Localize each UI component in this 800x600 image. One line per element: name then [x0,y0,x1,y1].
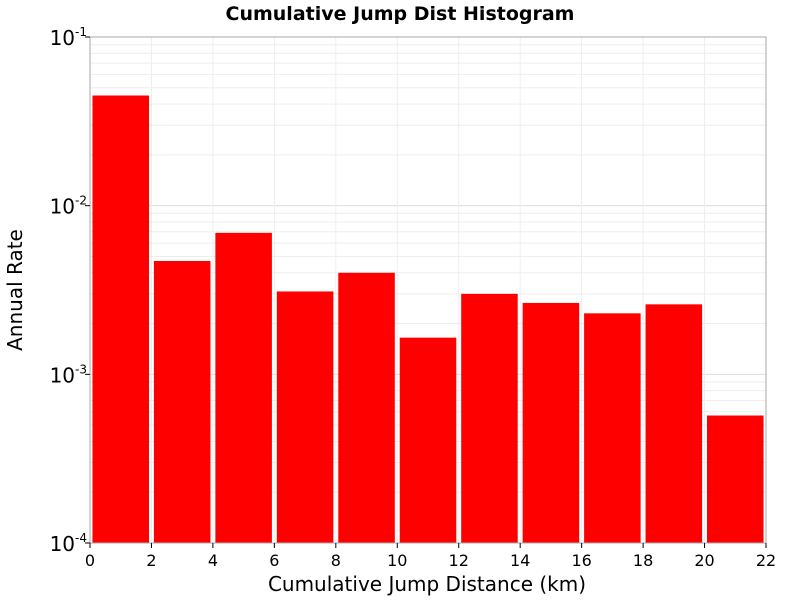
y-tick-label: 10-3 [50,362,87,387]
y-axis-ticks: 10-410-310-210-1 [50,25,90,556]
y-tick-base: 10 [50,363,75,387]
histogram-bar [276,291,334,543]
x-tick-label: 2 [146,551,156,570]
histogram-bar [92,95,149,543]
x-tick-label: 6 [269,551,279,570]
y-tick-label: 10-1 [50,25,87,50]
histogram-bar [645,304,703,543]
histogram-bar [461,293,518,543]
x-tick-label: 20 [694,551,714,570]
x-tick-label: 0 [85,551,95,570]
histogram-bar [399,337,457,543]
x-tick-label: 22 [756,551,776,570]
y-tick-label: 10-4 [50,531,87,556]
histogram-bar [522,302,580,543]
y-tick-base: 10 [50,532,75,556]
histogram-bar [338,272,395,543]
y-tick-exponent: -1 [75,25,87,39]
plot-frame [89,36,767,544]
chart-title: Cumulative Jump Dist Histogram [226,3,575,25]
x-tick-label: 8 [331,551,341,570]
histogram-bar [584,313,641,543]
y-tick-exponent: -2 [75,194,87,208]
y-tick-exponent: -3 [75,362,87,376]
y-tick-label: 10-2 [50,194,87,219]
x-tick-label: 14 [510,551,530,570]
x-tick-label: 10 [387,551,407,570]
x-axis-label: Cumulative Jump Distance (km) [268,572,586,596]
x-tick-label: 18 [633,551,653,570]
histogram-bar [153,260,211,543]
y-axis-label: Annual Rate [3,229,27,351]
x-tick-label: 4 [208,551,218,570]
x-tick-label: 16 [571,551,591,570]
bars [92,95,764,543]
y-tick-base: 10 [50,26,75,50]
x-tick-label: 12 [449,551,469,570]
histogram-bar [707,415,764,543]
y-tick-base: 10 [50,195,75,219]
x-axis-ticks: 0 2 4 6 8 10 12 14 16 18 20 22 [85,543,776,570]
y-tick-exponent: -4 [75,531,87,545]
histogram-bar [215,232,272,543]
